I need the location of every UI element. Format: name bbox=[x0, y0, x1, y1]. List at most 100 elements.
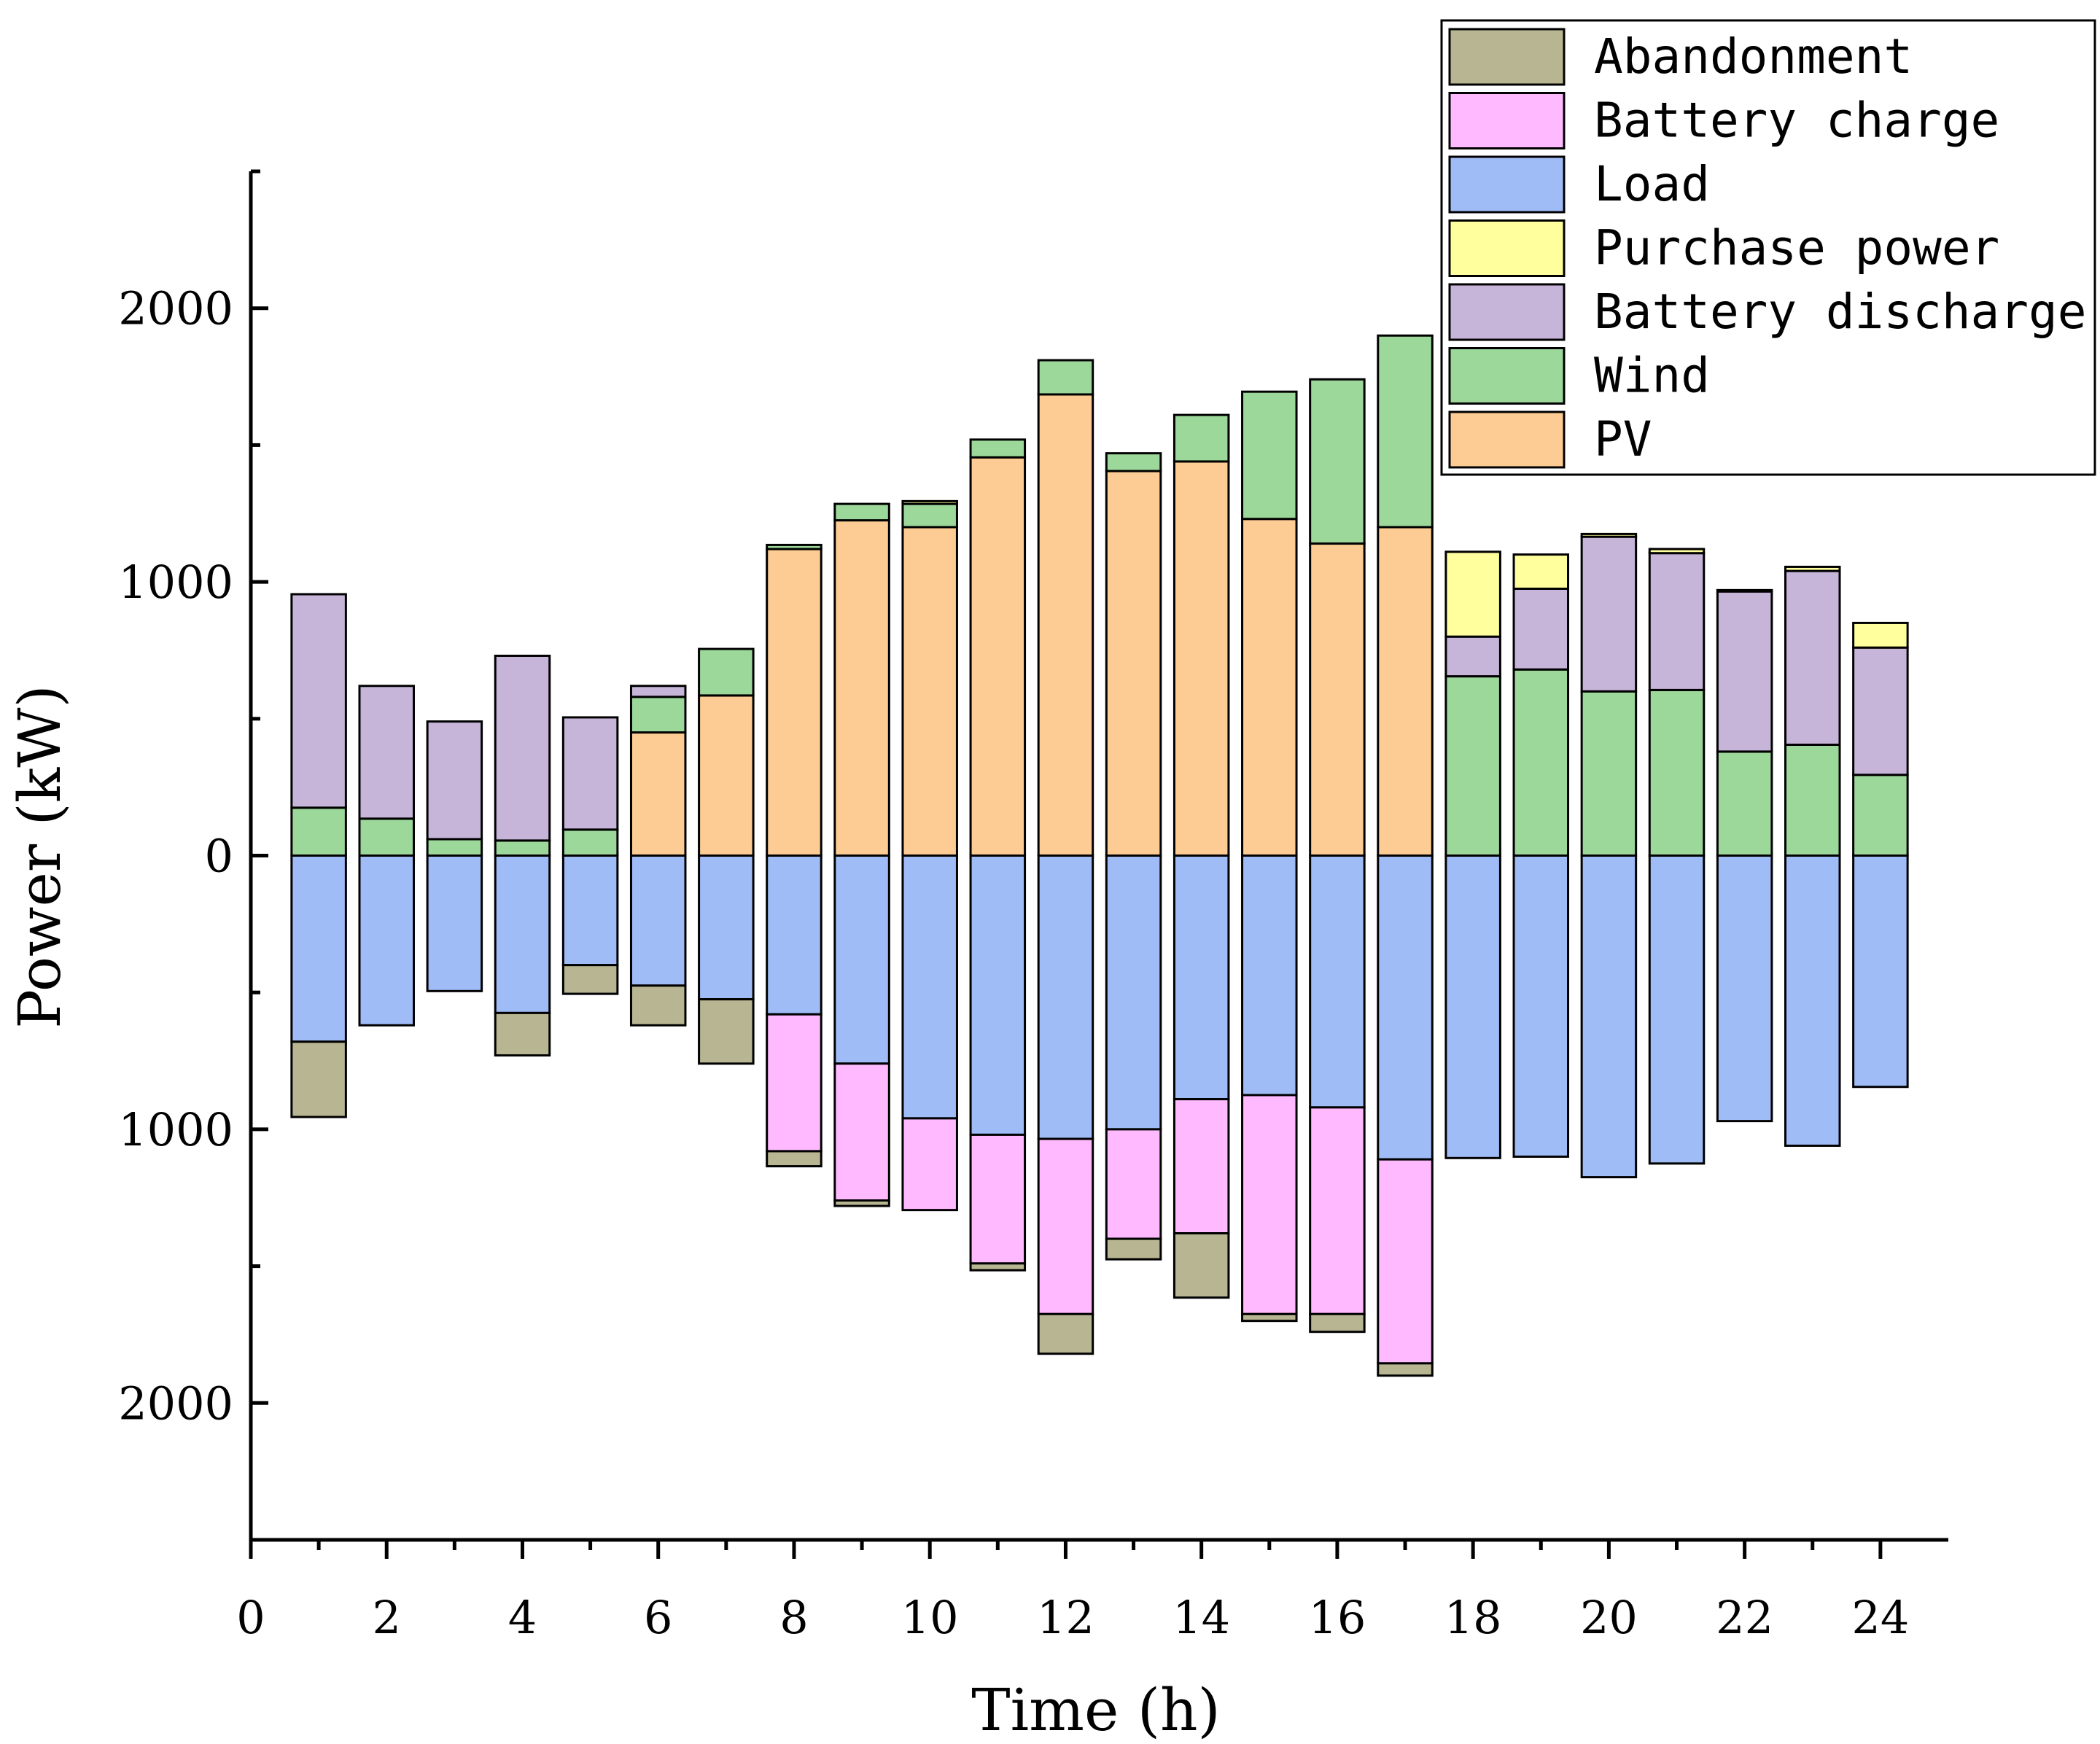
bar-battery-discharge-h24 bbox=[1852, 646, 1909, 776]
x-tick-label: 14 bbox=[1172, 1591, 1230, 1644]
legend-swatch-load bbox=[1448, 155, 1566, 214]
bar-battery-discharge-h19 bbox=[1512, 587, 1570, 671]
bar-battery-charge-h12 bbox=[1037, 1137, 1094, 1315]
bar-abandonment-h5 bbox=[561, 964, 619, 995]
bar-purchase-power-h23 bbox=[1784, 565, 1841, 572]
legend-label-battery-discharge: Battery discharge bbox=[1594, 284, 2087, 340]
bar-load-h19 bbox=[1512, 855, 1570, 1158]
bar-load-h20 bbox=[1580, 855, 1638, 1179]
bar-wind-h23 bbox=[1784, 743, 1841, 857]
bar-pv-h6 bbox=[629, 731, 687, 857]
legend-label-wind: Wind bbox=[1594, 348, 1710, 404]
bar-pv-h9 bbox=[833, 519, 890, 857]
bar-load-h1 bbox=[290, 855, 347, 1043]
bar-wind-h8 bbox=[766, 543, 822, 550]
bar-wind-h21 bbox=[1648, 688, 1706, 857]
legend-swatch-pv bbox=[1448, 410, 1566, 469]
x-tick-label: 4 bbox=[508, 1591, 537, 1644]
bar-abandonment-h8 bbox=[766, 1150, 822, 1168]
x-tick-label: 18 bbox=[1444, 1591, 1502, 1644]
y-tick-label: 2000 bbox=[118, 282, 233, 335]
bar-wind-h6 bbox=[629, 696, 687, 734]
bar-load-h3 bbox=[426, 855, 483, 992]
y-tick-label: 0 bbox=[205, 830, 233, 883]
bar-battery-charge-h8 bbox=[766, 1013, 822, 1153]
bar-pv-h13 bbox=[1105, 470, 1162, 857]
bar-load-h12 bbox=[1037, 855, 1094, 1140]
bar-pv-h15 bbox=[1241, 518, 1298, 857]
bar-battery-discharge-h23 bbox=[1784, 569, 1841, 746]
bar-battery-discharge-h2 bbox=[358, 685, 415, 820]
bar-battery-discharge-h5 bbox=[561, 716, 619, 831]
legend-label-battery-charge: Battery charge bbox=[1594, 93, 1999, 149]
x-tick-label: 20 bbox=[1580, 1591, 1638, 1644]
bar-wind-h22 bbox=[1716, 750, 1773, 857]
x-tick-label: 22 bbox=[1716, 1591, 1773, 1644]
bar-battery-charge-h15 bbox=[1241, 1094, 1298, 1315]
bar-abandonment-h17 bbox=[1377, 1362, 1434, 1377]
bar-battery-charge-h11 bbox=[969, 1133, 1027, 1265]
bar-abandonment-h12 bbox=[1037, 1312, 1094, 1355]
bar-load-h18 bbox=[1444, 855, 1501, 1159]
bar-battery-discharge-h21 bbox=[1648, 552, 1706, 691]
bar-load-h13 bbox=[1105, 855, 1162, 1131]
bar-wind-h19 bbox=[1512, 668, 1570, 857]
bar-battery-charge-h9 bbox=[833, 1062, 890, 1202]
legend-swatch-battery-charge bbox=[1448, 92, 1566, 149]
bar-battery-charge-h13 bbox=[1105, 1128, 1162, 1240]
bar-load-h14 bbox=[1172, 855, 1230, 1101]
bar-wind-h1 bbox=[290, 806, 347, 857]
bar-wind-h10 bbox=[901, 502, 958, 529]
x-tick-label: 8 bbox=[779, 1591, 808, 1644]
bar-wind-h16 bbox=[1309, 378, 1366, 545]
bar-wind-h11 bbox=[969, 438, 1027, 459]
bar-pv-h10 bbox=[901, 526, 958, 857]
bar-pv-h8 bbox=[766, 548, 822, 857]
bar-pv-h16 bbox=[1309, 542, 1366, 857]
bar-wind-h14 bbox=[1172, 413, 1230, 463]
bar-load-h7 bbox=[698, 855, 755, 1001]
bar-wind-h2 bbox=[358, 817, 415, 857]
y-tick-label: 2000 bbox=[118, 1377, 233, 1430]
bar-abandonment-h9 bbox=[833, 1199, 890, 1207]
x-tick-label: 12 bbox=[1037, 1591, 1094, 1644]
bar-pv-h7 bbox=[698, 694, 755, 857]
bar-load-h5 bbox=[561, 855, 619, 967]
bar-load-h9 bbox=[833, 855, 890, 1065]
bar-load-h4 bbox=[494, 855, 551, 1014]
bar-wind-h24 bbox=[1852, 774, 1909, 857]
bar-battery-charge-h14 bbox=[1172, 1098, 1230, 1235]
bar-pv-h17 bbox=[1377, 526, 1434, 857]
bar-load-h8 bbox=[766, 855, 822, 1016]
bar-load-h16 bbox=[1309, 855, 1366, 1109]
bar-purchase-power-h20 bbox=[1580, 532, 1638, 538]
y-tick-label: 1000 bbox=[118, 1103, 233, 1156]
bar-load-h15 bbox=[1241, 855, 1298, 1097]
bar-load-h11 bbox=[969, 855, 1027, 1136]
y-axis-title: Power (kW) bbox=[6, 685, 74, 1028]
bar-abandonment-h7 bbox=[698, 998, 755, 1065]
legend-swatch-purchase-power bbox=[1448, 219, 1566, 277]
bar-wind-h20 bbox=[1580, 690, 1638, 857]
bar-purchase-power-h21 bbox=[1648, 548, 1706, 555]
bar-battery-discharge-h1 bbox=[290, 593, 347, 809]
bar-load-h23 bbox=[1784, 855, 1841, 1147]
bar-abandonment-h6 bbox=[629, 984, 687, 1027]
bar-wind-h15 bbox=[1241, 390, 1298, 521]
bar-abandonment-h14 bbox=[1172, 1232, 1230, 1299]
legend-label-load: Load bbox=[1594, 156, 1710, 212]
legend-swatch-wind bbox=[1448, 347, 1566, 405]
bar-wind-h4 bbox=[494, 839, 551, 857]
bar-battery-charge-h17 bbox=[1377, 1158, 1434, 1365]
bar-wind-h17 bbox=[1377, 334, 1434, 529]
bar-wind-h18 bbox=[1444, 675, 1501, 857]
bar-pv-h12 bbox=[1037, 393, 1094, 857]
bar-battery-discharge-h6 bbox=[629, 685, 687, 698]
legend-label-pv: PV bbox=[1594, 411, 1652, 467]
x-tick-label: 6 bbox=[644, 1591, 672, 1644]
x-tick-label: 0 bbox=[236, 1591, 265, 1644]
x-axis-title: Time (h) bbox=[971, 1676, 1221, 1744]
legend-swatch-abandonment bbox=[1448, 28, 1566, 86]
bar-wind-h3 bbox=[426, 838, 483, 857]
bar-purchase-power-h18 bbox=[1444, 550, 1501, 638]
